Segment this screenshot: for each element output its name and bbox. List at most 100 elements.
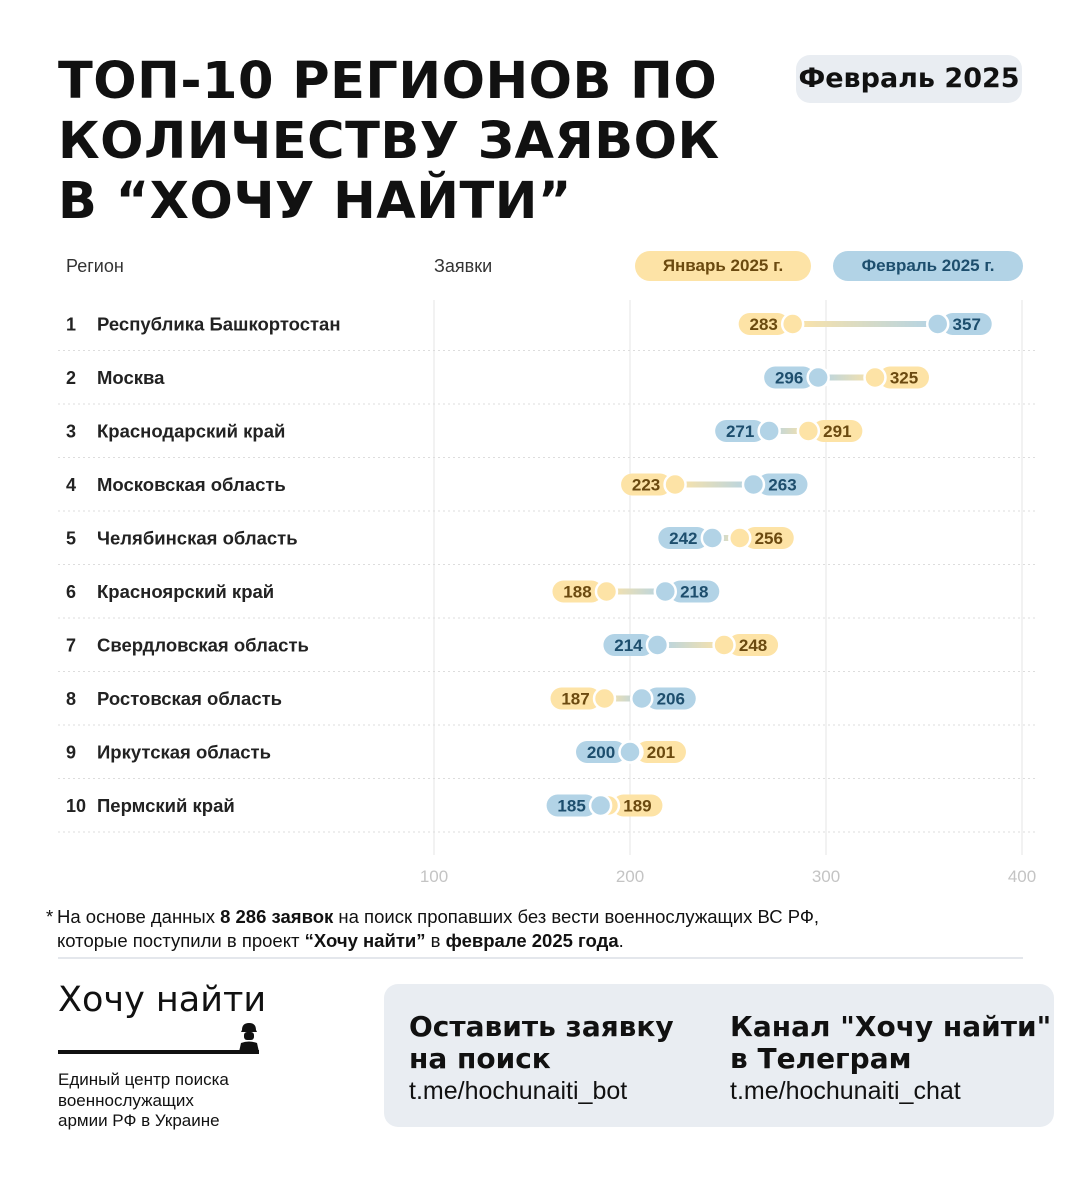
rank-label: 3 [66, 422, 76, 442]
february-point [925, 312, 950, 336]
rank-label: 4 [66, 475, 76, 495]
february-value-label: 263 [768, 476, 796, 495]
footnote-text: на поиск пропавших без вести военнослужа… [333, 906, 820, 927]
february-value-pill [658, 527, 709, 549]
february-value-label: 218 [680, 583, 708, 602]
tagline-line: армии РФ в Украине [58, 1111, 220, 1130]
region-label: Краснодарский край [97, 421, 285, 442]
footnote-line: которые поступили в проект “Хочу найти” … [46, 929, 1036, 953]
february-value-pill [715, 420, 766, 442]
january-value-label: 256 [755, 529, 783, 548]
february-point [618, 740, 642, 764]
february-value-label: 242 [669, 529, 697, 548]
rank-label: 7 [66, 636, 76, 656]
february-point [806, 365, 830, 390]
january-value-label: 283 [749, 315, 777, 334]
cta-panel: Оставить заявку на поиск t.me/hochunaiti… [384, 984, 1054, 1127]
divider [58, 957, 1023, 959]
requests-column-header: Заявки [434, 256, 493, 276]
february-value-label: 357 [953, 315, 981, 334]
february-value-pill [757, 473, 808, 496]
region-label: Москва [97, 367, 165, 388]
x-tick-label: 400 [1008, 867, 1036, 886]
region-label: Иркутская область [97, 742, 271, 763]
rank-label: 5 [66, 529, 76, 549]
february-value-label: 185 [557, 797, 585, 816]
january-value-pill [738, 313, 789, 335]
rank-label: 2 [66, 368, 76, 388]
february-point [645, 633, 670, 657]
tagline-line: Единый центр поиска [58, 1070, 229, 1089]
january-point [594, 579, 619, 604]
channel-link[interactable]: t.me/hochunaiti_chat [730, 1077, 961, 1105]
region-label: Московская область [97, 474, 286, 495]
rank-label: 10 [66, 796, 86, 816]
february-value-label: 214 [614, 636, 643, 655]
january-point [592, 686, 617, 711]
title-line: В “ХОЧУ НАЙТИ” [58, 172, 572, 231]
channel-cta-title-line: Канал "Хочу найти" [730, 1010, 1052, 1043]
region-label: Пермский край [97, 795, 235, 816]
region-label: Республика Башкортостан [97, 314, 341, 335]
title-line: КОЛИЧЕСТВУ ЗАЯВОК [58, 112, 720, 171]
title-line: ТОП-10 РЕГИОНОВ ПО [58, 52, 718, 111]
footnote-star: * [46, 906, 54, 927]
january-value-pill [743, 527, 794, 549]
region-label: Красноярский край [97, 581, 274, 602]
channel-cta-title-line: в Телеграм [730, 1042, 912, 1075]
february-value-pill [603, 634, 654, 656]
january-value-label: 189 [623, 797, 651, 816]
january-value-label: 223 [632, 476, 660, 495]
january-value-label: 187 [561, 690, 589, 709]
soldier-figure-icon [239, 1023, 259, 1052]
january-value-pill [621, 473, 672, 496]
february-value-pill [764, 366, 815, 389]
january-point [728, 526, 752, 550]
january-point [663, 472, 687, 497]
channel-cta-title: Канал "Хочу найти" в Телеграм [730, 1011, 1051, 1075]
bot-link[interactable]: t.me/hochunaiti_bot [409, 1077, 628, 1105]
january-value-pill [635, 741, 686, 763]
january-value-label: 201 [647, 743, 675, 762]
rank-label: 8 [66, 689, 76, 709]
february-point [700, 526, 725, 550]
region-label: Свердловская область [97, 635, 309, 656]
footnote-line: На основе данных 8 286 заявок на поиск п… [46, 905, 1036, 929]
february-point [757, 419, 781, 443]
january-value-pill [728, 634, 779, 656]
february-value-pill [941, 313, 992, 335]
footnote: * На основе данных 8 286 заявок на поиск… [46, 905, 1036, 953]
bot-cta-title-line: Оставить заявку [409, 1010, 674, 1043]
january-value-pill [612, 794, 663, 817]
region-label: Ростовская область [97, 688, 282, 709]
x-tick-label: 100 [420, 867, 448, 886]
footnote-text: 8 286 заявок [220, 906, 334, 927]
x-tick-label: 300 [812, 867, 840, 886]
rank-label: 6 [66, 582, 76, 602]
rank-label: 1 [66, 315, 76, 335]
period-badge: Февраль 2025 [796, 55, 1022, 103]
bot-cta-title: Оставить заявку на поиск [409, 1011, 674, 1075]
footnote-text: которые поступили в проект [57, 930, 305, 951]
brand-logo-text: Хочу найти [58, 980, 267, 1020]
february-point [741, 472, 766, 497]
january-value-pill [552, 580, 603, 603]
february-value-label: 271 [726, 422, 754, 441]
january-point [796, 419, 821, 443]
footnote-text: феврале 2025 года [445, 930, 619, 951]
february-point [653, 579, 678, 604]
january-value-pill [879, 366, 929, 389]
legend-february: Февраль 2025 г. [833, 251, 1023, 281]
bot-cta-title-line: на поиск [409, 1042, 551, 1075]
january-value-label: 291 [823, 422, 851, 441]
brand-underline [58, 1050, 259, 1054]
january-point [863, 365, 887, 390]
january-point [712, 633, 736, 657]
page-title: ТОП-10 РЕГИОНОВ ПО КОЛИЧЕСТВУ ЗАЯВОК В “… [58, 52, 758, 232]
footnote-text: На основе данных [57, 906, 221, 927]
february-value-pill [546, 794, 597, 817]
tagline-line: военнослужащих [58, 1090, 194, 1110]
february-point [588, 793, 613, 818]
rank-label: 9 [66, 743, 76, 763]
